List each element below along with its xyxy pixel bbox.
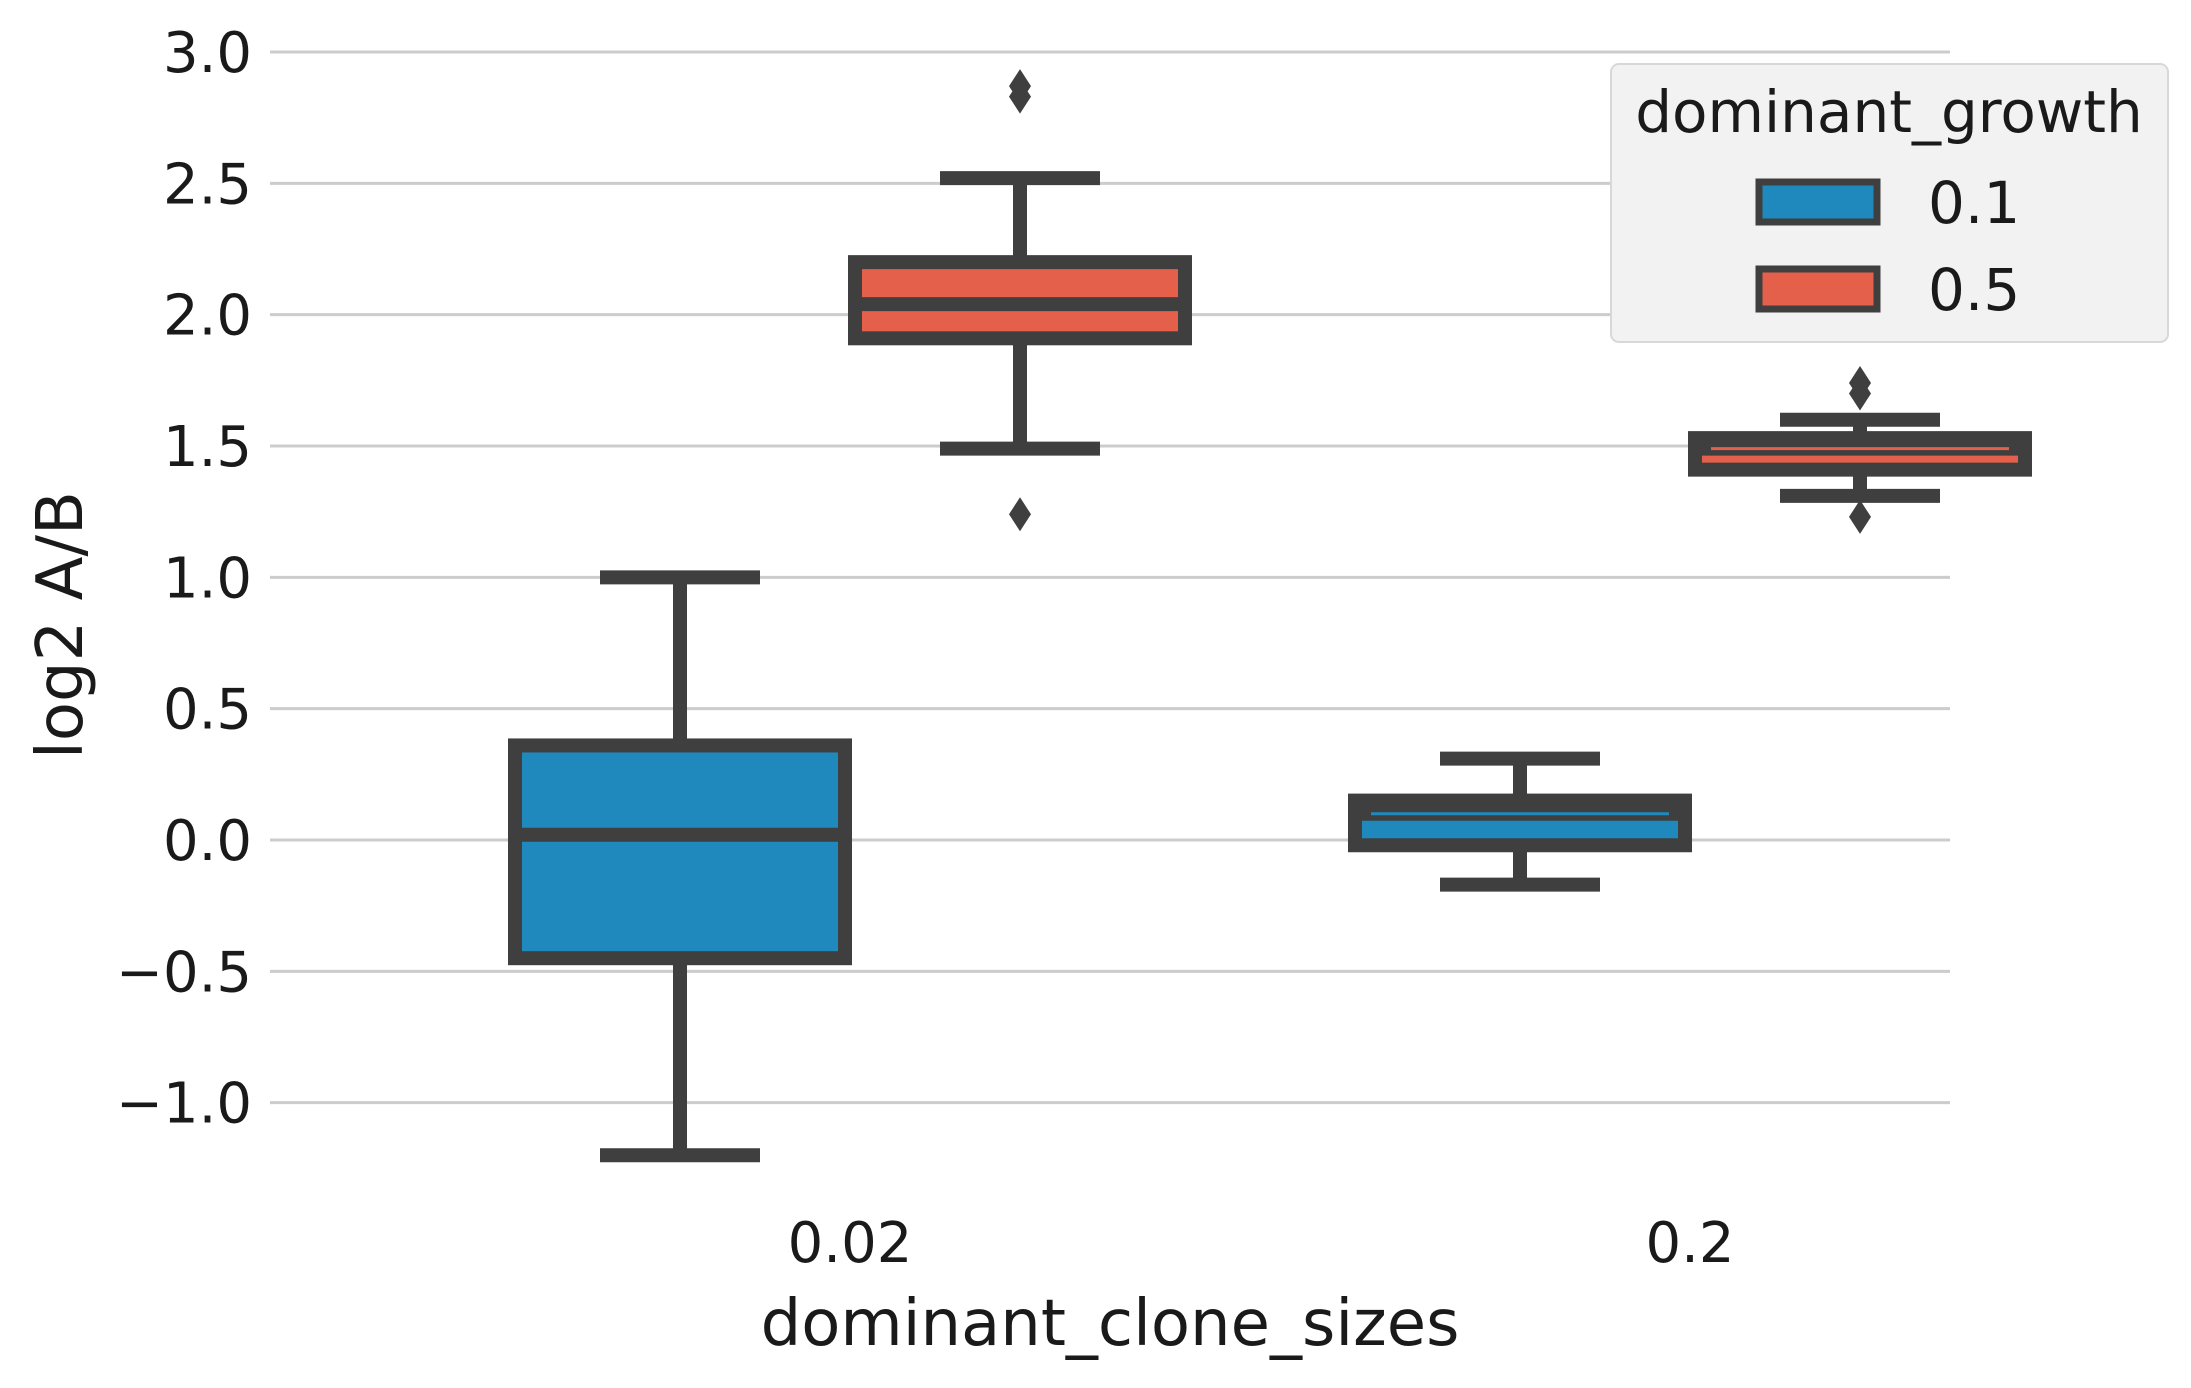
x-tick-labels: 0.02 0.2	[788, 1211, 1735, 1276]
y-tick-label: 0.0	[163, 809, 252, 874]
y-tick-label: 3.0	[163, 21, 252, 86]
box-0.5-0.2	[1688, 365, 2032, 534]
box-body	[508, 738, 852, 966]
x-axis-label: dominant_clone_sizes	[761, 1287, 1460, 1361]
y-tick-label: 1.0	[163, 546, 252, 611]
legend-background	[1610, 63, 2169, 343]
outlier-point	[1849, 499, 1871, 534]
y-tick-labels: −1.0 −0.5 0.0 0.5 1.0 1.5 2.0 2.5 3.0	[116, 21, 252, 1137]
legend-swatch-0.5	[1755, 265, 1881, 313]
x-tick-label: 0.02	[788, 1211, 913, 1276]
legend-label-0.1: 0.1	[1928, 169, 2020, 237]
y-tick-label: 2.0	[163, 284, 252, 349]
y-tick-label: −0.5	[116, 940, 252, 1005]
x-tick-label: 0.2	[1645, 1211, 1734, 1276]
box-0.5-0.02	[848, 69, 1192, 532]
outlier-point	[1009, 69, 1031, 104]
outlier-point	[1009, 497, 1031, 532]
y-tick-label: −1.0	[116, 1072, 252, 1137]
box-0.1-0.2	[1348, 751, 1692, 892]
box-0.1-0.02	[508, 570, 852, 1163]
legend-label-0.5: 0.5	[1928, 256, 2020, 324]
y-tick-label: 1.5	[163, 415, 252, 480]
y-axis-label: log2 A/B	[24, 491, 98, 759]
legend-items: 0.10.5	[1755, 169, 2020, 324]
legend-swatch-0.1	[1755, 178, 1881, 226]
box-plots	[508, 69, 2032, 1163]
y-tick-label: 2.5	[163, 152, 252, 217]
y-tick-label: 0.5	[163, 678, 252, 743]
legend: dominant_growth 0.10.5	[1610, 63, 2169, 343]
legend-title: dominant_growth	[1635, 78, 2143, 146]
outlier-point	[1849, 365, 1871, 400]
